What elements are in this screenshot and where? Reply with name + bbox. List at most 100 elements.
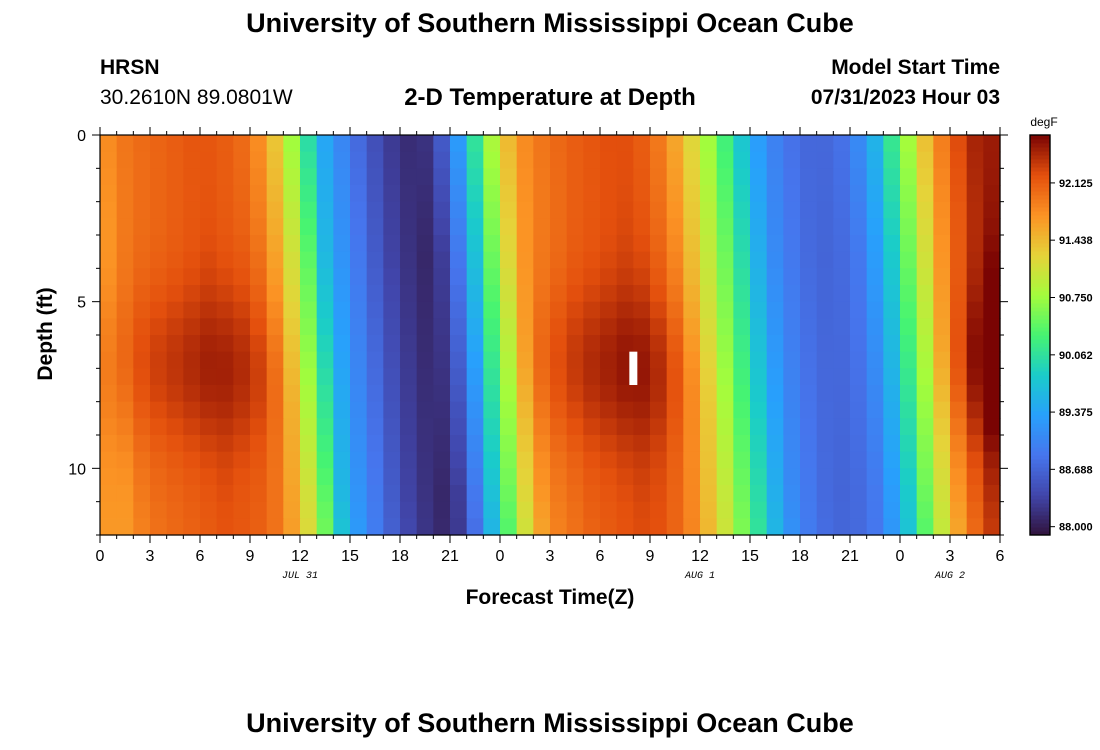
- heatmap-cell: [833, 368, 851, 386]
- heatmap-cell: [366, 201, 384, 219]
- heatmap-cell: [816, 201, 834, 219]
- heatmap-cell: [616, 335, 634, 353]
- heatmap-cell: [716, 168, 734, 186]
- heatmap-cell: [933, 201, 951, 219]
- heatmap-cell: [466, 485, 484, 503]
- heatmap-cell: [666, 451, 684, 469]
- heatmap-cell: [983, 385, 1001, 403]
- heatmap-cell: [100, 485, 118, 503]
- heatmap-cell: [350, 435, 368, 453]
- heatmap-cell: [183, 201, 201, 219]
- heatmap-cell: [800, 368, 818, 386]
- heatmap-cell: [933, 351, 951, 369]
- heatmap-cell: [816, 301, 834, 319]
- heatmap-cell: [250, 301, 268, 319]
- colorbar-segment: [1030, 351, 1050, 356]
- heatmap-cell: [533, 335, 551, 353]
- colorbar-segment: [1030, 215, 1050, 220]
- colorbar-segment: [1030, 227, 1050, 232]
- x-tick-label: 6: [996, 548, 1005, 565]
- heatmap-cell: [916, 518, 934, 536]
- heatmap-cell: [333, 218, 351, 236]
- heatmap-cell: [733, 151, 751, 169]
- heatmap-cell: [216, 285, 234, 303]
- heatmap-cell: [333, 435, 351, 453]
- heatmap-cell: [833, 268, 851, 286]
- heatmap-cell: [750, 185, 768, 203]
- heatmap-cell: [450, 168, 468, 186]
- colorbar-segment: [1030, 135, 1050, 140]
- heatmap-cell: [916, 335, 934, 353]
- colorbar-segment: [1030, 259, 1050, 264]
- x-tick-label: 21: [841, 548, 859, 565]
- heatmap-cell: [266, 518, 284, 536]
- heatmap-cell: [533, 368, 551, 386]
- heatmap-cell: [650, 335, 668, 353]
- heatmap-cell: [100, 401, 118, 419]
- heatmap-cell: [316, 318, 334, 336]
- heatmap-cell: [616, 268, 634, 286]
- heatmap-cell: [316, 301, 334, 319]
- heatmap-cell: [700, 285, 718, 303]
- heatmap-cell: [483, 418, 501, 436]
- colorbar-segment: [1030, 159, 1050, 164]
- heatmap-cell: [883, 201, 901, 219]
- heatmap-cell: [383, 485, 401, 503]
- heatmap-cell: [316, 468, 334, 486]
- heatmap-cell: [283, 518, 301, 536]
- heatmap-cell: [233, 268, 251, 286]
- heatmap-cell: [500, 301, 518, 319]
- heatmap-cell: [400, 201, 418, 219]
- heatmap-cell: [383, 285, 401, 303]
- heatmap-cell: [516, 168, 534, 186]
- heatmap-cell: [283, 401, 301, 419]
- heatmap-cell: [733, 285, 751, 303]
- heatmap-cell: [950, 168, 968, 186]
- heatmap-cell: [166, 418, 184, 436]
- heatmap-cell: [233, 135, 251, 153]
- heatmap-cell: [766, 468, 784, 486]
- heatmap-cell: [316, 235, 334, 253]
- heatmap-cell: [966, 201, 984, 219]
- heatmap-cell: [700, 301, 718, 319]
- heatmap-cell: [950, 418, 968, 436]
- heatmap-cell: [483, 385, 501, 403]
- heatmap-cell: [100, 318, 118, 336]
- heatmap-cell: [916, 401, 934, 419]
- heatmap-cell: [200, 318, 218, 336]
- heatmap-cell: [483, 301, 501, 319]
- heatmap-cell: [200, 218, 218, 236]
- heatmap-cell: [633, 151, 651, 169]
- heatmap-cell: [200, 435, 218, 453]
- heatmap-cell: [366, 501, 384, 519]
- heatmap-cell: [850, 185, 868, 203]
- heatmap-cell: [583, 235, 601, 253]
- heatmap-cell: [283, 201, 301, 219]
- heatmap-cell: [466, 468, 484, 486]
- heatmap-cell: [116, 201, 134, 219]
- heatmap-cell: [133, 418, 151, 436]
- heatmap-cell: [450, 218, 468, 236]
- heatmap-cell: [850, 135, 868, 153]
- colorbar-segment: [1030, 467, 1050, 472]
- heatmap-cell: [800, 185, 818, 203]
- heatmap-cell: [716, 335, 734, 353]
- heatmap-cell: [833, 518, 851, 536]
- heatmap-cell: [883, 485, 901, 503]
- heatmap-cell: [833, 351, 851, 369]
- heatmap-cell: [333, 401, 351, 419]
- heatmap-cell: [266, 401, 284, 419]
- heatmap-cell: [416, 385, 434, 403]
- heatmap-cell: [250, 501, 268, 519]
- heatmap-cell: [283, 318, 301, 336]
- heatmap-cell: [816, 185, 834, 203]
- heatmap-cell: [716, 368, 734, 386]
- colorbar-segment: [1030, 295, 1050, 300]
- heatmap-cell: [916, 251, 934, 269]
- heatmap-cell: [133, 135, 151, 153]
- heatmap-cell: [866, 451, 884, 469]
- heatmap-cell: [766, 251, 784, 269]
- heatmap-cell: [616, 168, 634, 186]
- heatmap-cell: [833, 135, 851, 153]
- heatmap-cell: [866, 351, 884, 369]
